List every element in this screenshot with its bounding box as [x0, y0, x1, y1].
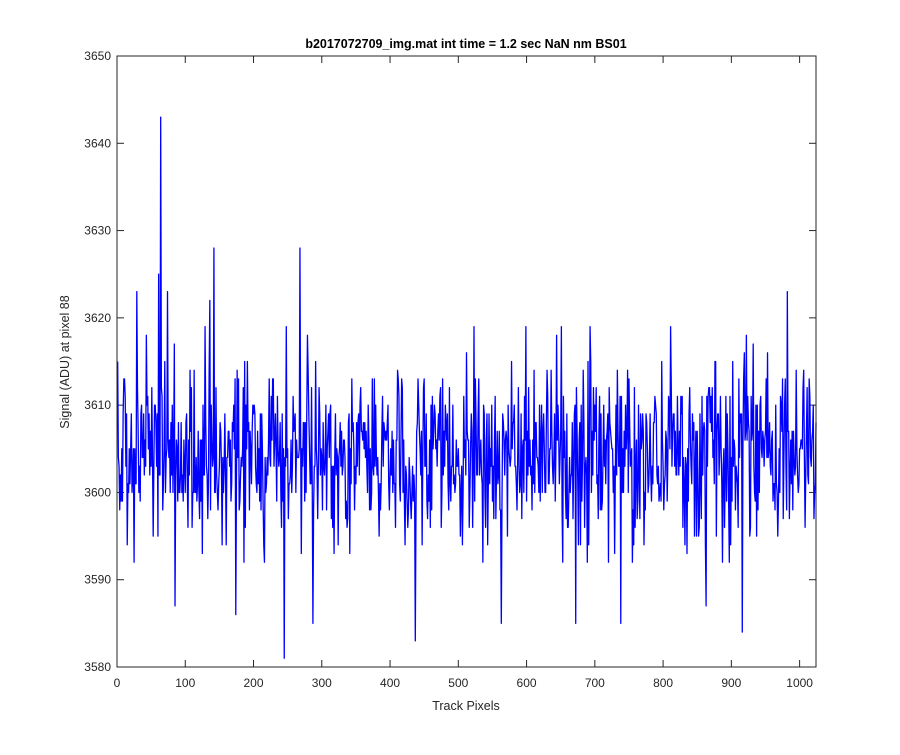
signal-series-line [117, 116, 817, 659]
y-tick-label: 3620 [84, 311, 111, 325]
x-axis-ticks: 0 100 200 300 400 500 600 700 800 900 1000 [114, 56, 813, 690]
x-axis-label: Track Pixels [432, 699, 500, 713]
y-tick-label: 3630 [84, 224, 111, 238]
x-tick-label: 800 [653, 676, 673, 690]
y-tick-label: 3600 [84, 485, 111, 499]
x-tick-label: 500 [448, 676, 468, 690]
x-tick-label: 400 [380, 676, 400, 690]
x-tick-label: 900 [721, 676, 741, 690]
y-tick-label: 3640 [84, 136, 111, 150]
x-tick-label: 200 [244, 676, 264, 690]
y-tick-label: 3610 [84, 398, 111, 412]
x-tick-label: 600 [517, 676, 537, 690]
x-tick-label: 700 [585, 676, 605, 690]
y-tick-label: 3580 [84, 660, 111, 674]
y-tick-label: 3590 [84, 573, 111, 587]
chart-title: b2017072709_img.mat int time = 1.2 sec N… [305, 37, 626, 51]
axes-box [116, 55, 817, 668]
y-axis-label: Signal (ADU) at pixel 88 [58, 295, 72, 428]
series-layer [117, 116, 817, 659]
y-axis-ticks: 3580 3590 3600 3610 3620 3630 3640 3650 [84, 49, 816, 674]
x-tick-label: 1000 [786, 676, 813, 690]
x-tick-label: 100 [175, 676, 195, 690]
x-tick-label: 0 [114, 676, 121, 690]
x-tick-label: 300 [312, 676, 332, 690]
y-tick-label: 3650 [84, 49, 111, 63]
